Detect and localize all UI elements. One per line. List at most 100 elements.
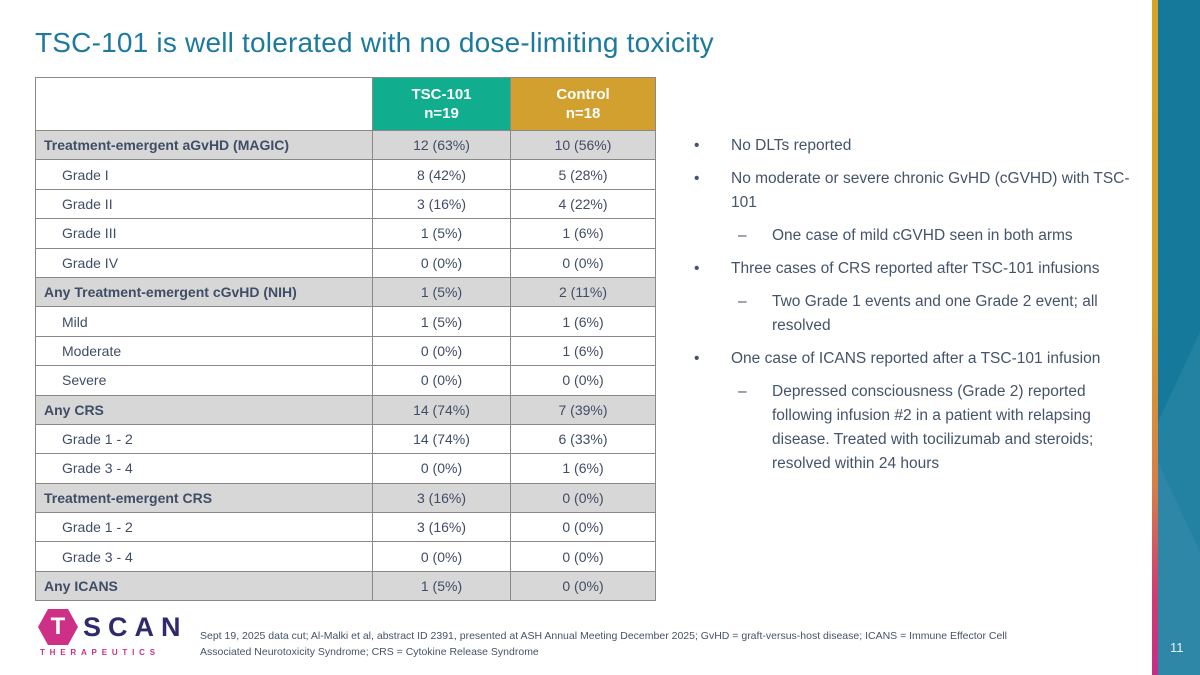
row-label: Severe [35, 365, 373, 396]
tsc101-value: 14 (74%) [372, 423, 511, 455]
row-label: Grade 1 - 2 [35, 423, 373, 455]
sub-bullet-item: – Depressed consciousness (Grade 2) repor… [738, 380, 1144, 476]
table-col-control: Control n=18 [510, 77, 656, 131]
bullet-text: No DLTs reported [731, 137, 852, 154]
tsc101-value: 8 (42%) [372, 159, 511, 190]
table-category-row: Treatment-emergent aGvHD (MAGIC) 12 (63%)… [35, 129, 656, 161]
tsc101-value: 0 (0%) [372, 453, 511, 484]
control-value: 6 (33%) [510, 423, 656, 455]
decor-teal-panel [1158, 0, 1200, 675]
row-label: Treatment-emergent CRS [35, 482, 373, 514]
table-sub-row: Grade 1 - 2 14 (74%) 6 (33%) [35, 423, 656, 455]
footnote: Sept 19, 2025 data cut; Al-Malki et al, … [200, 630, 1007, 658]
page-number: 11 [1170, 640, 1184, 655]
table-sub-row: Grade III 1 (5%) 1 (6%) [35, 218, 656, 249]
bullet-marker-icon: • [694, 260, 700, 278]
slide-title: TSC-101 is well tolerated with no dose-l… [35, 27, 714, 58]
decor-gradient-stripe [1152, 0, 1158, 675]
decor-band: 11 [1152, 0, 1200, 675]
sub-bullet-text: Depressed consciousness (Grade 2) report… [772, 383, 1094, 473]
sub-bullet-item: – One case of mild cGVHD seen in both arm… [738, 224, 1144, 248]
control-value: 0 (0%) [510, 482, 656, 514]
tsc101-value: 3 (16%) [372, 512, 511, 543]
table-sub-row: Mild 1 (5%) 1 (6%) [35, 306, 656, 337]
table-col-tsc101: TSC-101 n=19 [372, 77, 511, 131]
table-sub-row: Severe 0 (0%) 0 (0%) [35, 365, 656, 396]
table-sub-row: Grade IV 0 (0%) 0 (0%) [35, 247, 656, 278]
control-value: 1 (6%) [510, 335, 656, 367]
table-sub-row: Moderate 0 (0%) 1 (6%) [35, 335, 656, 367]
tsc101-col-n: n=19 [424, 105, 459, 122]
sub-bullet-text: Two Grade 1 events and one Grade 2 event… [772, 293, 1098, 335]
logo-scan-text: SCAN [83, 611, 188, 642]
row-label: Grade III [35, 218, 373, 249]
tsc101-col-label: TSC-101 [411, 85, 472, 103]
dash-marker-icon: – [738, 293, 747, 311]
row-label: Grade IV [35, 247, 373, 278]
bullet-item: • No moderate or severe chronic GvHD (cGV… [694, 167, 1144, 215]
tscan-logo: T SCAN THERAPEUTICS [38, 609, 188, 657]
control-col-label: Control [556, 85, 610, 103]
dash-marker-icon: – [738, 383, 747, 401]
tsc101-value: 0 (0%) [372, 365, 511, 396]
control-value: 5 (28%) [510, 159, 656, 190]
control-value: 4 (22%) [510, 188, 656, 220]
sub-bullet-text: One case of mild cGVHD seen in both arms [772, 227, 1073, 245]
tsc101-value: 1 (5%) [372, 306, 511, 337]
logo-hexagon-icon: T [38, 609, 78, 645]
sub-bullet-item: – Two Grade 1 events and one Grade 2 even… [738, 290, 1144, 338]
row-label: Grade 1 - 2 [35, 512, 373, 543]
table-header-row: TSC-101 n=19 Control n=18 [35, 77, 656, 131]
tsc101-value: 1 (5%) [372, 276, 511, 308]
table-corner-cell [35, 77, 373, 131]
control-value: 2 (11%) [510, 276, 656, 308]
control-value: 0 (0%) [510, 247, 656, 278]
control-value: 7 (39%) [510, 394, 656, 425]
bullet-list: • No DLTs reported • No moderate or severe … [694, 134, 1144, 485]
tsc101-value: 0 (0%) [372, 541, 511, 572]
bullet-item: • No DLTs reported [694, 134, 1144, 158]
logo-row: T SCAN [38, 609, 188, 645]
bullet-marker-icon: • [694, 170, 700, 188]
bullet-text: One case of ICANS reported after a TSC-1… [731, 350, 1101, 368]
table-category-row: Any ICANS 1 (5%) 0 (0%) [35, 570, 656, 602]
logo-therapeutics-text: THERAPEUTICS [40, 648, 160, 657]
control-value: 0 (0%) [510, 570, 656, 602]
table-body: Treatment-emergent aGvHD (MAGIC) 12 (63%)… [35, 129, 656, 602]
row-label: Grade II [35, 188, 373, 220]
control-value: 1 (6%) [510, 218, 656, 249]
row-label: Grade 3 - 4 [35, 541, 373, 572]
control-value: 1 (6%) [510, 306, 656, 337]
logo-t-letter: T [50, 613, 66, 640]
row-label: Any Treatment-emergent cGvHD (NIH) [35, 276, 373, 308]
table-category-row: Any CRS 14 (74%) 7 (39%) [35, 394, 656, 425]
control-value: 0 (0%) [510, 541, 656, 572]
tsc101-value: 0 (0%) [372, 247, 511, 278]
tsc101-value: 0 (0%) [372, 335, 511, 367]
bullet-marker-icon: • [694, 137, 700, 154]
row-label: Moderate [35, 335, 373, 367]
control-value: 0 (0%) [510, 512, 656, 543]
table-category-row: Treatment-emergent CRS 3 (16%) 0 (0%) [35, 482, 656, 514]
row-label: Treatment-emergent aGvHD (MAGIC) [35, 129, 373, 161]
tsc101-value: 1 (5%) [372, 218, 511, 249]
row-label: Any CRS [35, 394, 373, 425]
tsc101-value: 12 (63%) [372, 129, 511, 161]
row-label: Grade 3 - 4 [35, 453, 373, 484]
row-label: Grade I [35, 159, 373, 190]
control-value: 1 (6%) [510, 453, 656, 484]
tsc101-value: 3 (16%) [372, 482, 511, 514]
tsc101-value: 1 (5%) [372, 570, 511, 602]
bullet-marker-icon: • [694, 350, 700, 368]
tsc101-value: 14 (74%) [372, 394, 511, 425]
table-sub-row: Grade II 3 (16%) 4 (22%) [35, 188, 656, 220]
control-value: 0 (0%) [510, 365, 656, 396]
row-label: Any ICANS [35, 570, 373, 602]
table-category-row: Any Treatment-emergent cGvHD (NIH) 1 (5%)… [35, 276, 656, 308]
bullet-text: Three cases of CRS reported after TSC-10… [731, 260, 1100, 278]
